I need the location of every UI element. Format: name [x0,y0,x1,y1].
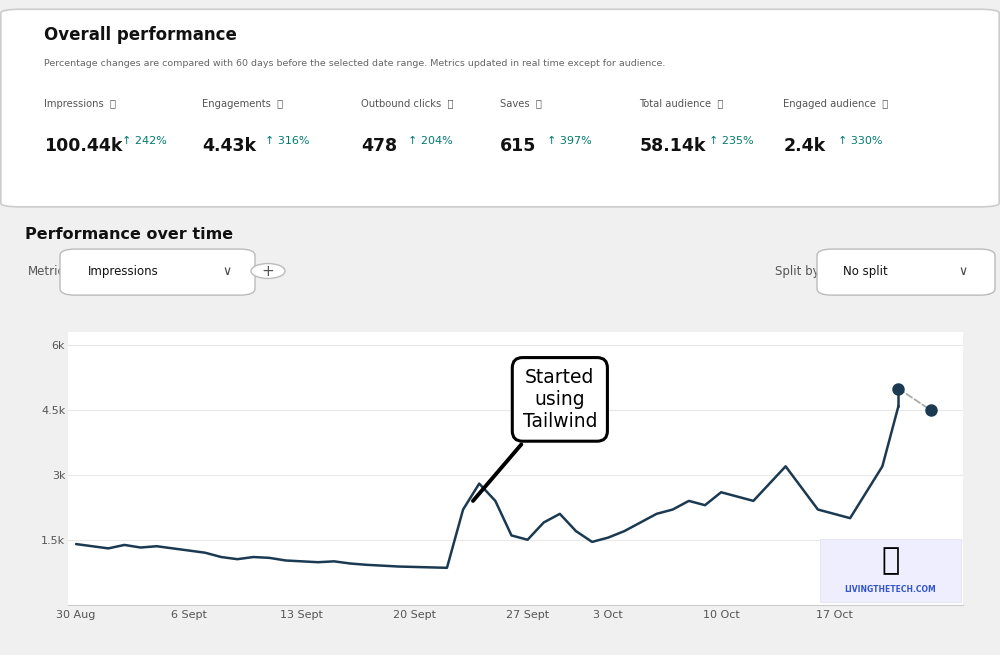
Text: Total audience  ⓘ: Total audience ⓘ [639,98,724,109]
Text: No split: No split [843,265,888,278]
Text: 615: 615 [500,137,536,155]
Text: Overall performance: Overall performance [44,26,237,45]
Text: Engaged audience  ⓘ: Engaged audience ⓘ [783,98,888,109]
Text: 478: 478 [361,137,397,155]
FancyBboxPatch shape [817,249,995,295]
Text: Started
using
Tailwind: Started using Tailwind [473,368,597,501]
Text: ↑ 316%: ↑ 316% [265,136,309,145]
FancyBboxPatch shape [1,9,999,207]
Text: ↑ 330%: ↑ 330% [838,136,882,145]
Text: Engagements  ⓘ: Engagements ⓘ [202,98,284,109]
FancyBboxPatch shape [60,249,255,295]
Text: Split by: Split by [775,265,820,278]
Text: Outbound clicks  ⓘ: Outbound clicks ⓘ [361,98,453,109]
Text: ↑ 242%: ↑ 242% [122,136,167,145]
Text: ∨: ∨ [222,265,231,278]
Text: 100.44k: 100.44k [44,137,122,155]
Text: ↑ 204%: ↑ 204% [408,136,453,145]
Text: 58.14k: 58.14k [639,137,706,155]
Text: Impressions  ⓘ: Impressions ⓘ [44,98,116,109]
Text: 2.4k: 2.4k [783,137,825,155]
Text: ↑ 397%: ↑ 397% [547,136,592,145]
Text: Percentage changes are compared with 60 days before the selected date range. Met: Percentage changes are compared with 60 … [44,59,665,67]
Text: 4.43k: 4.43k [202,137,256,155]
Text: ∨: ∨ [958,265,967,278]
Text: +: + [262,263,274,278]
Text: 🧠: 🧠 [881,546,900,576]
FancyBboxPatch shape [820,539,961,602]
Text: Metric: Metric [28,265,65,278]
Text: Performance over time: Performance over time [25,227,233,242]
Text: Impressions: Impressions [88,265,159,278]
Text: ↑ 235%: ↑ 235% [709,136,754,145]
Text: LIVINGTHETECH.COM: LIVINGTHETECH.COM [845,585,936,593]
Text: Saves  ⓘ: Saves ⓘ [500,98,542,109]
Circle shape [251,263,285,278]
